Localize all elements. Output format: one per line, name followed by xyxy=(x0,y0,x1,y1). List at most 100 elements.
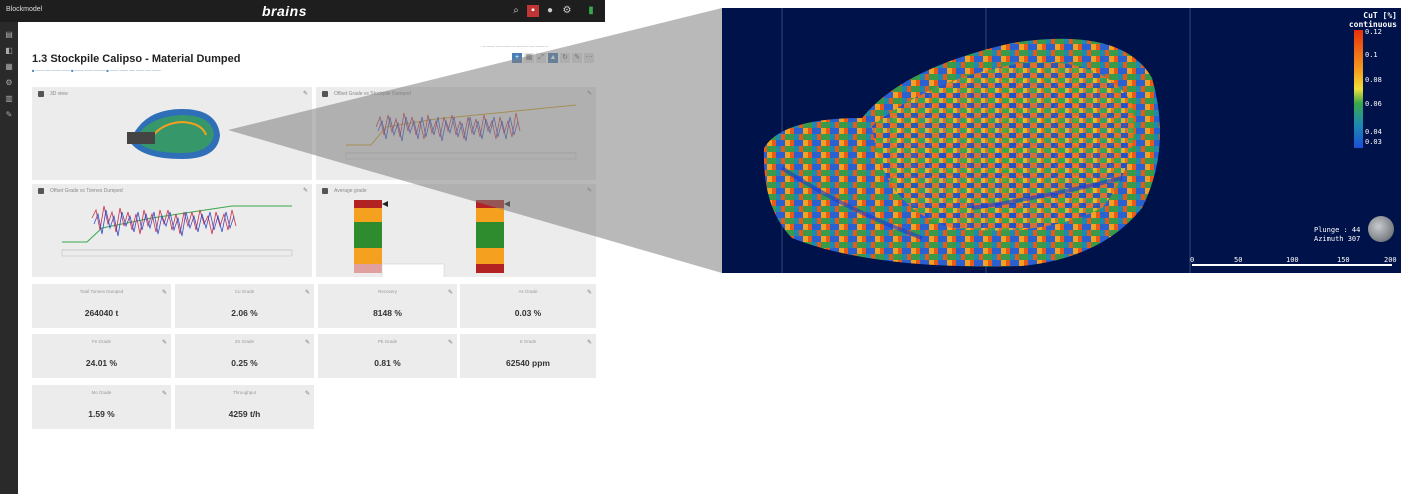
stockpile-3d-view[interactable]: CuT [%] continuous 0.12 0.1 0.08 0.06 0.… xyxy=(722,8,1401,273)
chart-icon[interactable]: ▥ xyxy=(5,94,13,103)
azimuth-label: Azimuth 307 xyxy=(1314,235,1361,243)
edit-icon[interactable]: ✎ xyxy=(572,53,582,63)
kpi-label: Fe Grade xyxy=(91,339,111,344)
kpi-value: 0.25 % xyxy=(231,358,258,368)
edit-icon[interactable]: ✎ xyxy=(447,290,453,296)
kpi-value: 62540 ppm xyxy=(506,358,550,368)
legend-tick: 0.06 xyxy=(1365,100,1382,108)
plunge-label: Plunge : 44 xyxy=(1314,226,1361,234)
panel-icon xyxy=(38,188,44,194)
kpi-label: S Grade xyxy=(519,339,537,344)
panel-3d-view[interactable]: 3D view ✎ xyxy=(32,87,312,180)
orientation-globe-icon[interactable] xyxy=(1368,216,1394,242)
kpi-label: Total Tonnes Dumped xyxy=(79,289,124,294)
chart-toggle-icon[interactable]: ▲ xyxy=(548,53,558,63)
legend-title: CuT [%] continuous xyxy=(1349,11,1397,29)
app-logo[interactable]: Blockmodel xyxy=(6,6,43,13)
scale-tick: 50 xyxy=(1234,256,1243,264)
search-icon[interactable]: ⌕ xyxy=(513,5,519,16)
edit-icon[interactable]: ✎ xyxy=(447,340,453,346)
legend-tick: 0.1 xyxy=(1365,51,1378,59)
kpi-card[interactable]: Mo Grade 1.59 % ✎ xyxy=(32,385,171,429)
panel-title: 3D view xyxy=(50,91,68,97)
scale-tick: 200 xyxy=(1384,256,1397,264)
panel-grade-bars[interactable]: Average grade ✎ xyxy=(316,184,596,277)
legend-tick: 0.03 xyxy=(1365,138,1382,146)
settings-icon[interactable]: ⚙ xyxy=(562,5,572,16)
kpi-card[interactable]: Throughput 4259 t/h ✎ xyxy=(175,385,314,429)
kpi-label: Mo Grade xyxy=(91,390,112,395)
kpi-card[interactable]: Recovery 8148 % ✎ xyxy=(318,284,457,328)
kpi-value: 4259 t/h xyxy=(228,409,261,419)
panel-title: Offset Grade vs Tonnes Dumped xyxy=(50,188,123,194)
legend-tick: 0.08 xyxy=(1365,76,1382,84)
brand-logo[interactable]: brains xyxy=(262,3,308,19)
kpi-card[interactable]: As Grade 0.03 % ✎ xyxy=(460,284,596,328)
legend-title-line2: continuous xyxy=(1348,20,1397,29)
kpi-label: Cu Grade xyxy=(234,289,255,294)
edit-icon[interactable]: ✎ xyxy=(161,391,167,397)
edit-icon[interactable]: ✎ xyxy=(586,340,592,346)
tooltip xyxy=(381,263,445,277)
status-icon[interactable]: ▮ xyxy=(588,5,594,16)
kpi-label: Throughput xyxy=(232,390,257,395)
legend-tick: 0.04 xyxy=(1365,128,1382,136)
kpi-label: Pb Grade xyxy=(377,339,398,344)
kpi-value: 264040 t xyxy=(84,308,119,318)
top-bar: Blockmodel brains ⌕ ▪ ● ⚙ ▮ xyxy=(0,0,605,22)
kpi-card[interactable]: Fe Grade 24.01 % ✎ xyxy=(32,334,171,378)
stockpile-blocks xyxy=(763,8,1191,273)
refresh-icon[interactable]: ↻ xyxy=(560,53,570,63)
kpi-value: 8148 % xyxy=(373,308,402,318)
kpi-card[interactable]: Total Tonnes Dumped 264040 t ✎ xyxy=(32,284,171,328)
edit-icon[interactable]: ✎ xyxy=(304,391,310,397)
panel-icon xyxy=(38,91,44,97)
edit-icon[interactable]: ✎ xyxy=(304,290,310,296)
report-icon[interactable]: ▦ xyxy=(5,62,13,71)
settings-icon[interactable]: ⚙ xyxy=(5,78,13,87)
page-title: 1.3 Stockpile Calipso - Material Dumped xyxy=(32,53,241,65)
kpi-card[interactable]: S Grade 62540 ppm ✎ xyxy=(460,334,596,378)
kpi-label: Recovery xyxy=(377,289,397,294)
legend-title-line1: CuT [%] xyxy=(1363,11,1397,20)
notification-icon[interactable]: ▪ xyxy=(527,5,539,17)
layers-icon[interactable]: ◧ xyxy=(5,46,13,55)
scale-tick: 150 xyxy=(1337,256,1350,264)
grid-icon[interactable]: ▦ xyxy=(524,53,534,63)
grade-gauges xyxy=(354,200,510,277)
kpi-value: 2.06 % xyxy=(231,308,258,318)
kpi-value: 24.01 % xyxy=(85,358,118,368)
edit-icon[interactable]: ✎ xyxy=(161,290,167,296)
color-legend-bar xyxy=(1354,30,1363,148)
more-icon[interactable]: ⋯ xyxy=(584,53,594,63)
page-meta: · ─ ─── ── ─── ─ ──── ── ─── ─ xyxy=(480,44,549,49)
scale-tick: 100 xyxy=(1286,256,1299,264)
panel-chart-top-right[interactable]: Offset Grade vs Stockpile Dumped ✎ xyxy=(316,87,596,180)
filter-breadcrumb[interactable]: ■ ─── ── ─── ─── ■ ─── ─── ──── ■ ─── ──… xyxy=(32,68,161,73)
line-chart xyxy=(61,205,293,257)
edit-icon[interactable]: ✎ xyxy=(304,340,310,346)
kpi-label: Zn Grade xyxy=(234,339,254,344)
edit-icon[interactable]: ✎ xyxy=(161,340,167,346)
panel-chart-mid-left[interactable]: Offset Grade vs Tonnes Dumped ✎ xyxy=(32,184,312,277)
dashboard-icon[interactable]: ▤ xyxy=(5,30,13,39)
scale-tick: 0 xyxy=(1190,256,1195,264)
kpi-value: 1.59 % xyxy=(88,409,115,419)
stockpile-thumbnail xyxy=(127,109,220,159)
edit-icon[interactable]: ✎ xyxy=(586,290,592,296)
kpi-card[interactable]: Pb Grade 0.81 % ✎ xyxy=(318,334,457,378)
thumbnail-tooltip xyxy=(127,132,155,144)
kpi-value: 0.81 % xyxy=(374,358,401,368)
fullscreen-icon[interactable]: ⤢ xyxy=(536,53,546,63)
add-button[interactable]: + xyxy=(512,53,522,63)
kpi-card[interactable]: Cu Grade 2.06 % ✎ xyxy=(175,284,314,328)
edit-icon[interactable]: ✎ xyxy=(5,110,13,119)
kpi-label: As Grade xyxy=(518,289,538,294)
sidebar: ▤ ◧ ▦ ⚙ ▥ ✎ xyxy=(0,22,18,494)
scale-bar xyxy=(1192,264,1392,266)
line-chart xyxy=(345,104,577,160)
user-icon[interactable]: ● xyxy=(546,5,554,16)
kpi-value: 0.03 % xyxy=(514,308,542,318)
kpi-card[interactable]: Zn Grade 0.25 % ✎ xyxy=(175,334,314,378)
legend-tick: 0.12 xyxy=(1365,28,1382,36)
